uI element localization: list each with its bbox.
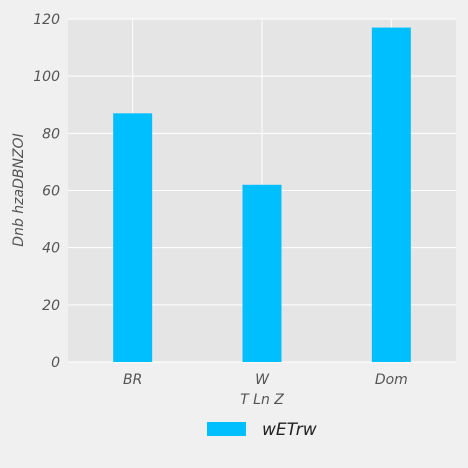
legend: wETrw — [207, 420, 317, 440]
bars — [113, 27, 411, 362]
x-tick-label: BR — [123, 372, 142, 388]
y-tick-label: 0 — [51, 355, 60, 371]
x-tick-labels: BR W Dom — [123, 372, 408, 388]
bar-dom — [371, 27, 411, 362]
y-tick-label: 100 — [33, 69, 60, 85]
bar-br — [113, 113, 153, 362]
bar-w — [242, 184, 282, 362]
y-tick-label: 40 — [42, 241, 60, 257]
y-tick-label: 120 — [33, 12, 60, 28]
x-tick-label: Dom — [375, 372, 408, 388]
legend-label: wETrw — [262, 420, 317, 440]
x-tick-label: W — [255, 372, 270, 388]
y-tick-label: 60 — [42, 184, 60, 200]
y-tick-label: 80 — [42, 126, 60, 142]
y-tick-labels: 0 20 40 60 80 100 120 — [33, 12, 60, 371]
y-axis-label: Dnb hzaDBNZOI — [11, 133, 27, 246]
legend-swatch — [207, 422, 246, 436]
y-tick-label: 20 — [42, 298, 60, 314]
x-axis-label: T Ln Z — [240, 392, 284, 408]
